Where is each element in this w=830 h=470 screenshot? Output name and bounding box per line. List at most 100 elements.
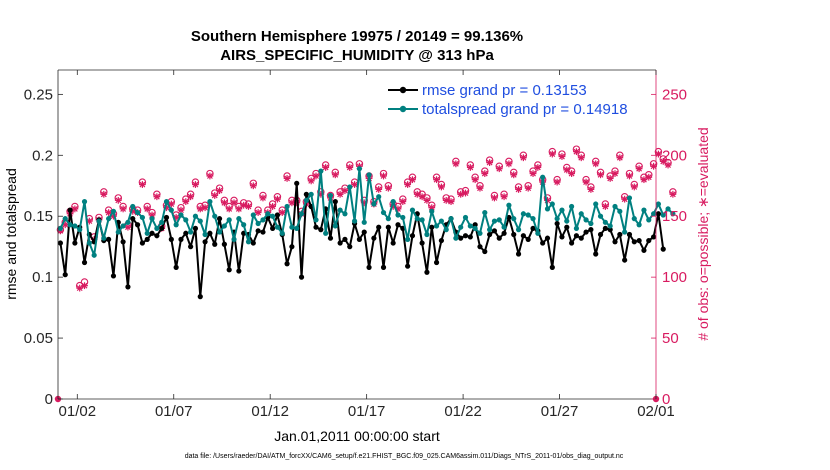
left-tick-label: 0.1 [32,269,53,286]
rmse-point [159,225,165,232]
rmse-point [602,225,608,232]
rmse-point [564,224,570,230]
obs-evaluated-marker [409,176,416,184]
rmse-point [221,241,227,247]
obs-evaluated-marker [606,175,614,182]
x-tick-label: 01/07 [155,403,193,420]
totalspread-point [178,212,184,218]
obs-evaluated-marker [114,196,122,204]
rmse-point [327,235,334,241]
totalspread-point [130,203,136,210]
obs-evaluated-marker [466,164,474,171]
rmse-point [120,239,126,245]
obs-evaluated-marker [331,171,339,179]
obs-evaluated-marker [558,153,566,160]
totalspread-point [183,217,189,223]
rmse-point [318,227,324,233]
totalspread-point [438,218,444,224]
rmse-point [622,257,628,263]
data-file-footnote: data file: /Users/raeder/DAI/ATM_forcXX/… [185,453,624,460]
obs-evaluated-marker [167,200,175,208]
rmse-point [144,236,150,242]
x-tick-label: 02/01 [637,403,675,420]
totalspread-point [400,214,406,221]
rmse-point [390,240,396,246]
obs-evaluated-marker [592,160,600,168]
obs-evaluated-marker [220,199,228,207]
left-tick-label: 0.15 [24,208,53,225]
obs-evaluated-marker [529,170,537,177]
totalspread-point [192,213,199,219]
obs-evaluated-marker [447,198,455,205]
totalspread-point [342,211,348,217]
right-tick-label: 50 [662,330,679,347]
rmse-point [139,240,145,246]
obs-evaluated-marker [312,172,320,180]
totalspread-point [202,231,208,238]
obs-evaluated-marker [336,190,344,198]
totalspread-point [81,199,88,205]
obs-evaluated-marker [471,176,479,184]
totalspread-point [327,192,334,199]
totalspread-point [120,223,126,229]
legend-spread-label: totalspread grand pr = 0.14918 [422,101,628,118]
rmse-point [583,229,589,235]
totalspread-point [260,217,266,223]
rmse-point [154,233,160,239]
totalspread-point [554,216,560,222]
rmse-point [250,240,256,246]
obs-evaluated-marker [124,223,132,231]
rmse-point [646,237,652,244]
obs-evaluated-marker [524,184,532,192]
rmse-point [226,267,232,273]
totalspread-point [197,218,203,224]
chart-subtitle: AIRS_SPECIFIC_HUMIDITY @ 313 hPa [220,47,494,64]
series-layer [57,166,676,300]
rmse-point [554,220,560,227]
totalspread-point [631,216,637,222]
x-tick-label: 01/27 [541,403,579,420]
obs-evaluated-marker [510,171,518,179]
legend-rmse-marker [399,86,407,94]
totalspread-point [501,224,507,230]
totalspread-point [540,174,546,180]
rmse-point [569,240,575,246]
totalspread-point [650,211,657,217]
rmse-point [385,224,391,230]
totalspread-point [395,212,401,218]
totalspread-point [491,218,498,224]
obs-evaluated-marker [491,194,498,202]
totalspread-point [626,195,633,201]
totalspread-point [168,207,174,213]
obs-evaluated-marker [630,183,638,191]
obs-evaluated-marker [177,206,185,214]
totalspread-point [564,218,570,224]
x-tick-label: 01/17 [348,403,386,420]
obs-evaluated-marker [437,183,445,191]
rmse-point [482,248,488,255]
obs-evaluated-marker [616,154,624,162]
totalspread-point [371,201,377,207]
obs-evaluated-marker [577,154,585,162]
rmse-point [81,259,88,266]
totalspread-point [559,207,565,213]
totalspread-point [477,230,483,236]
x-tick-label: 01/12 [251,403,289,420]
rmse-point [342,236,348,242]
totalspread-point [405,236,411,242]
obs-evaluated-marker [278,209,286,216]
rmse-point [588,227,594,233]
totalspread-point [511,216,517,222]
rmse-point [347,244,353,250]
legend-rmse-label: rmse grand pr = 0.13153 [422,82,587,99]
obs-evaluated-marker [515,186,522,193]
rmse-point [462,233,469,239]
totalspread-point [361,219,367,225]
totalspread-point [298,211,305,217]
obs-evaluated-marker [351,181,358,188]
obs-evaluated-marker [626,172,633,180]
obs-evaluated-marker [481,170,489,177]
totalspread-point [433,223,440,229]
totalspread-point [462,214,469,221]
